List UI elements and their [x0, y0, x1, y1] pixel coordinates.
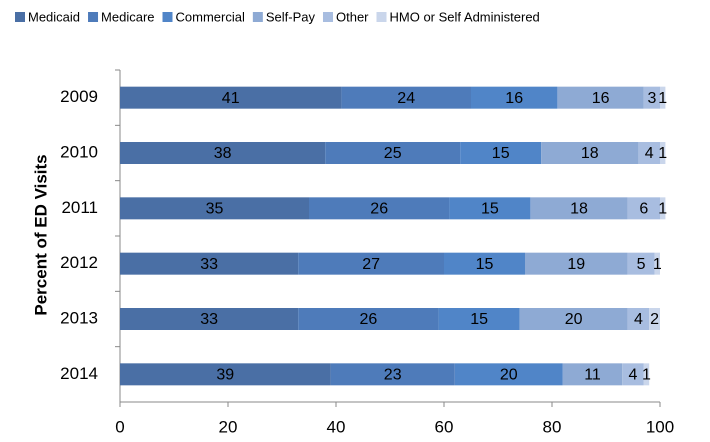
bar-segment: [541, 142, 639, 164]
data-label: 39: [216, 367, 234, 384]
bar-segment: [330, 363, 455, 386]
bar-segment: [643, 363, 650, 386]
bar-segment: [120, 308, 299, 330]
bar-segment: [519, 308, 628, 330]
bar-segment: [325, 142, 461, 164]
bar-segment: [643, 86, 660, 109]
y-tick-label: 2014: [60, 364, 98, 383]
data-label: 24: [397, 90, 415, 107]
legend-label: Self-Pay: [266, 9, 316, 24]
bar-segment: [654, 252, 660, 275]
data-label: 11: [584, 367, 601, 384]
data-label: 26: [360, 311, 378, 328]
bar-segment: [525, 252, 628, 275]
legend-label: Medicaid: [28, 9, 80, 24]
legend-swatch: [322, 12, 333, 22]
data-label: 25: [384, 145, 402, 162]
data-label: 20: [500, 367, 518, 384]
bar-segment: [562, 363, 623, 386]
legend-swatch: [162, 12, 173, 22]
x-tick-label: 0: [115, 417, 124, 436]
bar-segment: [444, 252, 525, 275]
legend-swatch: [88, 12, 99, 22]
data-label: 18: [570, 201, 588, 218]
legend-swatch: [376, 12, 387, 22]
y-tick-label: 2013: [60, 308, 98, 327]
bar-segment: [341, 86, 471, 109]
data-label: 16: [592, 90, 610, 107]
data-label: 19: [567, 256, 585, 273]
bar-segment: [120, 142, 326, 164]
data-label: 23: [384, 367, 402, 384]
x-tick-label: 80: [543, 417, 562, 436]
data-label: 33: [200, 311, 218, 328]
data-label: 4: [634, 311, 643, 328]
bar-segment: [120, 197, 309, 220]
legend-label: HMO or Self Administered: [390, 9, 540, 24]
y-tick-label: 2011: [61, 198, 98, 217]
data-label: 15: [492, 145, 510, 162]
bar-segment: [638, 142, 660, 164]
data-label: 38: [214, 145, 232, 162]
data-label: 2: [650, 311, 659, 328]
data-label: 15: [476, 256, 494, 273]
y-tick-label: 2010: [60, 142, 98, 161]
data-label: 16: [505, 90, 523, 107]
bar-segment: [471, 86, 558, 109]
bar-segment: [449, 197, 531, 220]
data-label: 1: [658, 90, 667, 107]
bar-segment: [627, 308, 650, 330]
bar-segment: [120, 363, 331, 386]
data-label: 33: [200, 256, 218, 273]
legend-label: Other: [336, 9, 369, 24]
legend-label: Commercial: [176, 9, 245, 24]
y-axis-label: Percent of ED Visits: [31, 154, 50, 315]
bar-segment: [309, 197, 450, 220]
data-label: 1: [642, 367, 651, 384]
bar-segment: [627, 197, 660, 220]
data-label: 1: [658, 201, 667, 218]
data-label: 20: [565, 311, 583, 328]
bar-segment: [660, 86, 666, 109]
data-label: 4: [645, 145, 654, 162]
data-label: 26: [370, 201, 388, 218]
data-label: 15: [470, 311, 488, 328]
bar-segment: [460, 142, 542, 164]
legend-label: Medicare: [101, 9, 154, 24]
data-label: 1: [658, 145, 667, 162]
data-label: 35: [206, 201, 224, 218]
bar-segment: [660, 142, 666, 164]
bar-segment: [622, 363, 644, 386]
bar-segment: [660, 197, 666, 220]
x-tick-label: 100: [646, 417, 674, 436]
y-tick-label: 2009: [60, 87, 98, 106]
bar-segment: [627, 252, 655, 275]
bar-segment: [298, 252, 444, 275]
bar-segment: [454, 363, 563, 386]
bar-segment: [557, 86, 644, 109]
data-label: 5: [637, 256, 646, 273]
data-label: 4: [629, 367, 638, 384]
legend-swatch: [15, 12, 25, 22]
bar-segment: [120, 86, 342, 109]
data-label: 6: [639, 201, 648, 218]
legend-swatch: [252, 12, 263, 22]
bar-segment: [649, 308, 660, 330]
x-tick-label: 20: [219, 417, 238, 436]
data-label: 27: [362, 256, 380, 273]
bar-segment: [120, 252, 299, 275]
bar-segment: [298, 308, 439, 330]
data-label: 18: [581, 145, 599, 162]
data-label: 15: [481, 201, 499, 218]
x-tick-label: 40: [327, 417, 346, 436]
data-label: 1: [653, 256, 662, 273]
bar-segment: [438, 308, 520, 330]
y-tick-label: 2012: [60, 253, 98, 272]
data-label: 41: [222, 90, 240, 107]
bar-segment: [530, 197, 628, 220]
x-tick-label: 60: [435, 417, 454, 436]
data-label: 3: [647, 90, 656, 107]
